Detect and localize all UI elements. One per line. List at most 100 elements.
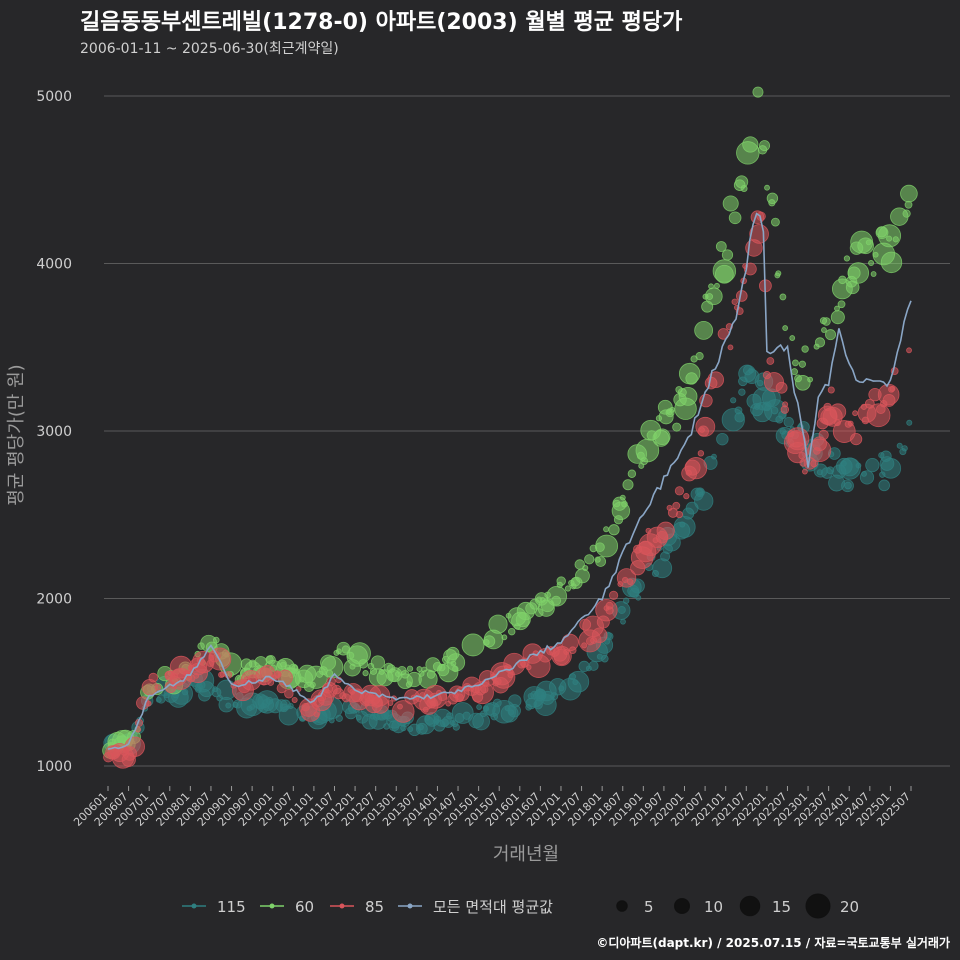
point-115 xyxy=(901,445,908,452)
point-60 xyxy=(902,209,911,218)
point-60 xyxy=(728,211,742,225)
average-line xyxy=(107,212,912,750)
point-115 xyxy=(600,654,609,663)
point-60 xyxy=(622,479,634,491)
point-60 xyxy=(847,262,870,284)
point-60 xyxy=(461,633,485,657)
grid-layer xyxy=(104,95,950,767)
point-85 xyxy=(218,671,225,678)
size-legend-label: 15 xyxy=(772,898,791,916)
point-85 xyxy=(802,468,808,475)
point-85 xyxy=(675,510,683,519)
point-85 xyxy=(154,684,161,691)
point-60 xyxy=(603,526,610,533)
point-60 xyxy=(789,335,796,341)
point-60 xyxy=(694,320,714,340)
point-85 xyxy=(906,347,912,354)
point-60 xyxy=(830,310,845,325)
point-60 xyxy=(652,429,670,447)
legend-item: 85 xyxy=(330,898,384,916)
point-60 xyxy=(678,386,698,406)
point-115 xyxy=(476,704,483,711)
point-60 xyxy=(621,500,628,508)
legend-label: 115 xyxy=(217,898,246,916)
point-115 xyxy=(859,470,875,485)
point-60 xyxy=(672,422,682,432)
point-60 xyxy=(619,494,626,501)
point-60 xyxy=(564,585,572,592)
point-115 xyxy=(635,594,642,601)
point-115 xyxy=(400,724,407,732)
point-60 xyxy=(406,665,414,672)
point-85 xyxy=(707,371,725,389)
point-115 xyxy=(878,479,890,492)
point-85 xyxy=(284,689,294,699)
size-legend-circle xyxy=(739,895,761,917)
legend-marker xyxy=(407,903,413,909)
point-115 xyxy=(730,397,737,404)
point-115 xyxy=(716,432,729,446)
y-tick-label: 3000 xyxy=(36,424,72,440)
point-60 xyxy=(825,329,837,341)
point-85 xyxy=(627,578,634,586)
x-axis-title: 거래년월 xyxy=(493,844,559,865)
point-85 xyxy=(731,298,738,305)
point-60 xyxy=(768,199,776,207)
point-60 xyxy=(488,614,508,634)
point-85 xyxy=(277,669,293,686)
point-85 xyxy=(877,383,900,406)
point-60 xyxy=(546,585,568,607)
size-legend-item: 5 xyxy=(616,898,654,916)
point-60 xyxy=(685,372,698,385)
point-85 xyxy=(695,416,716,437)
legend-marker xyxy=(269,903,275,909)
point-85 xyxy=(291,696,298,703)
point-60 xyxy=(880,251,903,274)
point-115 xyxy=(693,491,714,511)
point-60 xyxy=(669,406,676,413)
point-85 xyxy=(807,438,832,463)
footer-credit: ©디아파트(dapt.kr) / 2025.07.15 / 자료=국토교통부 실… xyxy=(596,936,950,950)
series-60-points xyxy=(102,86,918,759)
point-60 xyxy=(865,239,872,246)
point-85 xyxy=(829,403,847,420)
point-60 xyxy=(608,524,620,536)
y-tick-label: 1000 xyxy=(36,759,72,775)
size-legend-circle xyxy=(616,900,628,912)
point-60 xyxy=(740,185,748,193)
size-legend-item: 20 xyxy=(805,893,859,919)
point-60 xyxy=(822,317,831,326)
point-115 xyxy=(738,388,746,396)
point-60 xyxy=(695,352,704,361)
y-tick-label: 4000 xyxy=(36,257,72,273)
point-60 xyxy=(595,534,619,558)
point-60 xyxy=(798,360,806,368)
size-legend-label: 10 xyxy=(704,898,723,916)
point-60 xyxy=(771,217,780,227)
point-115 xyxy=(734,412,745,423)
point-60 xyxy=(870,271,877,277)
point-85 xyxy=(387,700,394,706)
point-60 xyxy=(774,272,781,279)
point-85 xyxy=(391,700,415,723)
point-85 xyxy=(735,290,748,302)
point-85 xyxy=(818,429,829,441)
point-60 xyxy=(714,264,734,284)
point-60 xyxy=(868,260,875,267)
point-85 xyxy=(827,386,835,394)
point-85 xyxy=(766,357,775,365)
point-115 xyxy=(841,479,854,493)
point-60 xyxy=(900,184,918,203)
size-legend-circle xyxy=(674,898,690,914)
point-60 xyxy=(575,568,590,584)
point-115 xyxy=(335,714,343,722)
point-60 xyxy=(837,300,846,309)
point-60 xyxy=(821,327,827,333)
point-60 xyxy=(759,140,771,152)
legend-item: 115 xyxy=(182,898,246,916)
series-115-points xyxy=(103,364,913,755)
point-115 xyxy=(620,618,626,625)
point-115 xyxy=(770,406,779,415)
point-85 xyxy=(608,590,619,601)
